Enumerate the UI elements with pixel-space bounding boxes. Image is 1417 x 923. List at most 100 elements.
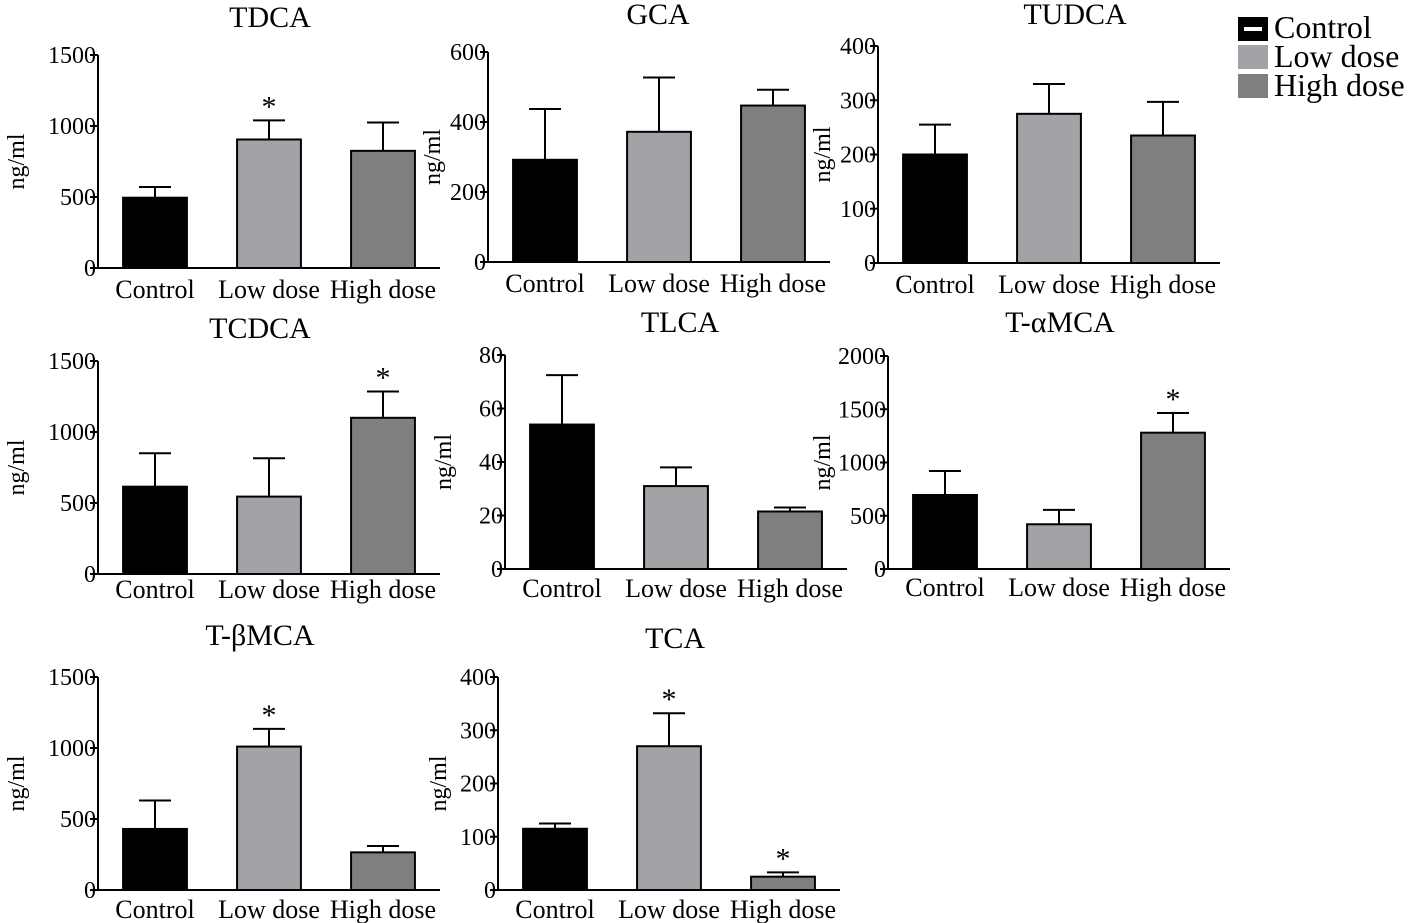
- y-tick-label: 500: [60, 185, 96, 211]
- y-tick-label: 1000: [838, 451, 886, 477]
- y-tick-label: 500: [60, 491, 96, 517]
- x-tick-label: Control: [905, 573, 984, 602]
- chart-panel-4: TLCA ng/ml 0 20 40 60 80 Control Low dose High do…: [431, 306, 847, 603]
- significance-marker: *: [776, 842, 791, 875]
- chart-title: GCA: [626, 0, 690, 31]
- bar-control: [512, 158, 578, 263]
- legend-label-control: Control: [1274, 9, 1372, 45]
- chart-title: T-αMCA: [1005, 306, 1115, 339]
- chart-title: TCDCA: [209, 312, 311, 345]
- chart-title: TUDCA: [1023, 0, 1127, 31]
- bar-control: [529, 423, 595, 570]
- chart-title: TCA: [645, 622, 705, 655]
- bar-high-dose: [1130, 134, 1196, 264]
- legend: Control Low dose High dose: [1238, 9, 1405, 103]
- y-axis-label: ng/ml: [420, 129, 446, 185]
- x-tick-label: High dose: [1120, 573, 1226, 602]
- x-tick-label: Low dose: [218, 895, 320, 923]
- y-tick-label: 400: [450, 110, 486, 136]
- significance-marker: *: [262, 90, 277, 123]
- y-tick-label: 500: [850, 504, 886, 530]
- y-tick-label: 1500: [838, 397, 886, 423]
- chart-panel-2: TUDCA ng/ml 0 100 200 300 400 Control Low dose Hi…: [810, 0, 1220, 299]
- y-tick-label: 1000: [48, 420, 96, 446]
- bar-control: [902, 153, 968, 264]
- chart-panel-0: TDCA ng/ml 0 500 1000 1500 Control Low dose * Hig…: [4, 1, 440, 304]
- y-axis-label: ng/ml: [4, 755, 30, 811]
- y-tick-label: 500: [60, 807, 96, 833]
- y-tick-label: 0: [491, 557, 503, 583]
- bar-low-dose: [643, 485, 709, 571]
- x-tick-label: Control: [115, 575, 194, 604]
- y-tick-label: 0: [864, 251, 876, 277]
- bar-low-dose: [626, 130, 692, 263]
- y-tick-label: 0: [484, 878, 496, 904]
- bar-control: [122, 196, 188, 270]
- bar-control: [122, 485, 188, 576]
- y-tick-label: 100: [840, 197, 876, 223]
- bar-control: [912, 493, 978, 571]
- bar-high-dose: [350, 851, 416, 891]
- y-tick-label: 0: [84, 562, 96, 588]
- x-tick-label: High dose: [730, 895, 836, 923]
- x-tick-label: Low dose: [998, 270, 1100, 299]
- x-tick-label: Control: [515, 895, 594, 923]
- legend-label-low-dose: Low dose: [1274, 38, 1399, 74]
- y-axis-label: ng/ml: [810, 434, 836, 490]
- bar-low-dose: [1026, 523, 1092, 571]
- chart-title: TLCA: [641, 306, 720, 339]
- y-axis-label: ng/ml: [4, 439, 30, 495]
- x-tick-label: Control: [115, 275, 194, 304]
- y-tick-label: 200: [450, 180, 486, 206]
- bar-low-dose: [636, 745, 702, 891]
- y-tick-label: 400: [460, 665, 496, 691]
- x-tick-label: Low dose: [625, 574, 727, 603]
- chart-panel-7: TCA ng/ml 0 100 200 300 400 Control Low dose * Hig…: [426, 622, 840, 923]
- y-tick-label: 0: [84, 256, 96, 282]
- y-tick-label: 80: [479, 343, 503, 369]
- bar-control: [122, 827, 188, 892]
- bar-control: [522, 827, 588, 892]
- chart-panel-3: TCDCA ng/ml 0 500 1000 1500 Control Low dose Hig…: [4, 312, 440, 604]
- x-tick-label: High dose: [330, 895, 436, 923]
- y-tick-label: 200: [840, 143, 876, 169]
- significance-marker: *: [262, 699, 277, 732]
- legend-swatch-high-dose: [1238, 74, 1268, 98]
- bar-high-dose: [750, 875, 816, 891]
- bar-high-dose: [1140, 431, 1206, 570]
- y-tick-label: 300: [840, 88, 876, 114]
- y-tick-label: 600: [450, 40, 486, 66]
- x-tick-label: High dose: [720, 269, 826, 298]
- chart-panel-6: T-βMCA ng/ml 0 500 1000 1500 Control Low dose * H…: [4, 619, 440, 923]
- legend-label-high-dose: High dose: [1274, 67, 1405, 103]
- x-tick-label: High dose: [737, 574, 843, 603]
- bar-low-dose: [236, 495, 302, 575]
- y-tick-label: 0: [84, 878, 96, 904]
- x-tick-label: Low dose: [1008, 573, 1110, 602]
- y-tick-label: 2000: [838, 344, 886, 370]
- x-tick-label: High dose: [1110, 270, 1216, 299]
- y-tick-label: 1000: [48, 736, 96, 762]
- bar-low-dose: [236, 745, 302, 892]
- y-tick-label: 0: [474, 250, 486, 276]
- y-tick-label: 1500: [48, 349, 96, 375]
- y-axis-label: ng/ml: [810, 126, 836, 182]
- y-tick-label: 200: [460, 772, 496, 798]
- y-axis-label: ng/ml: [431, 434, 457, 490]
- y-tick-label: 40: [479, 450, 503, 476]
- x-tick-label: Control: [505, 269, 584, 298]
- bar-high-dose: [740, 104, 806, 263]
- significance-marker: *: [1166, 383, 1181, 416]
- legend-swatch-control-mark: [1244, 27, 1262, 31]
- chart-panel-5: T-αMCA ng/ml 0 500 1000 1500 2000 Control Low do…: [810, 306, 1230, 602]
- chart-panel-1: GCA ng/ml 0 200 400 600 Control Low dose High do…: [420, 0, 830, 298]
- bar-low-dose: [1016, 112, 1082, 264]
- x-tick-label: Control: [115, 895, 194, 923]
- x-tick-label: Low dose: [618, 895, 720, 923]
- y-tick-label: 1500: [48, 665, 96, 691]
- y-tick-label: 60: [479, 397, 503, 423]
- chart-title: TDCA: [229, 1, 311, 34]
- bar-high-dose: [350, 149, 416, 270]
